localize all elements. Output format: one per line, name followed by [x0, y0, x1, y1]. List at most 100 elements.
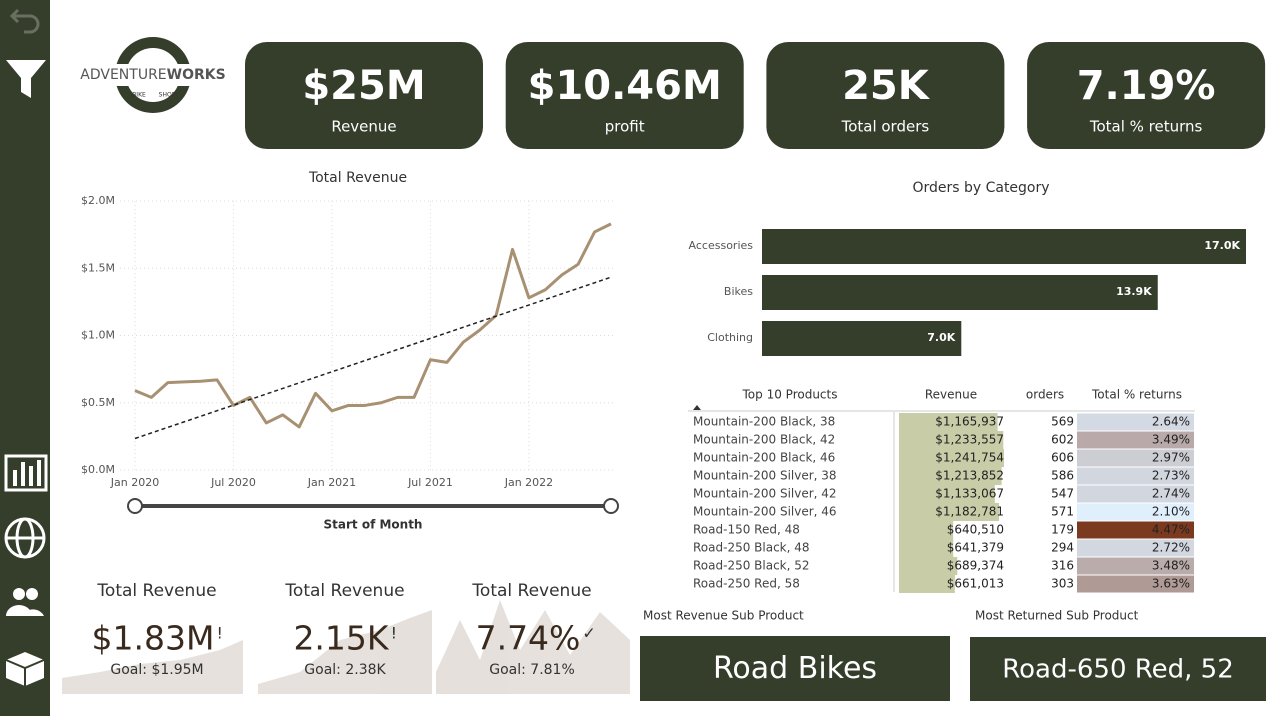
sub-product-label: Most Returned Sub Product	[975, 609, 1139, 623]
goal-title: Total Revenue	[471, 581, 591, 601]
chart-title: Total Revenue	[308, 170, 407, 186]
cell-orders: 569	[1051, 415, 1074, 429]
sub-product-value: Road Bikes	[713, 651, 877, 686]
cell-orders: 571	[1051, 505, 1074, 519]
kpi-label: Total % returns	[1089, 118, 1203, 136]
cell-returns: 3.48%	[1152, 559, 1190, 573]
cell-revenue: $641,379	[947, 541, 1004, 555]
logo: ADVENTUREWORKS BIKE SHOP	[80, 37, 226, 113]
goal-title: Total Revenue	[96, 581, 216, 601]
spark-decoration	[62, 600, 630, 694]
cell-product: Mountain-200 Silver, 38	[693, 469, 837, 483]
goal-value: 7.74%	[476, 619, 581, 658]
table-header: Top 10 Products	[742, 388, 838, 402]
revenue-bar	[899, 467, 1002, 485]
goal-status: ✓	[582, 624, 595, 643]
cell-returns: 3.49%	[1152, 433, 1190, 447]
sub-product-card	[640, 636, 950, 701]
kpi-value: 25K	[842, 63, 931, 109]
cell-product: Mountain-200 Silver, 42	[693, 487, 837, 501]
cell-orders: 303	[1051, 577, 1074, 591]
cell-revenue: $1,165,937	[935, 415, 1004, 429]
sub-product-value: Road-650 Red, 52	[1002, 655, 1234, 685]
x-tick-label: Jan 2022	[504, 476, 553, 489]
goal-target: Goal: 2.38K	[304, 662, 386, 678]
cell-product: Mountain-200 Black, 42	[693, 433, 835, 447]
cell-orders: 586	[1051, 469, 1074, 483]
returns-cell	[1077, 467, 1194, 485]
cell-returns: 3.63%	[1152, 577, 1190, 591]
people-icon[interactable]	[6, 588, 44, 616]
revenue-bar	[899, 503, 1000, 521]
x-axis-label: Start of Month	[324, 518, 423, 532]
goal-target: Goal: 7.81%	[489, 662, 575, 678]
kpi-card	[505, 42, 744, 149]
goal-status: !	[391, 624, 397, 643]
slider-handle[interactable]	[603, 498, 619, 514]
sub-product-card	[970, 637, 1266, 701]
report-icon[interactable]	[4, 454, 48, 492]
goal-status: !	[216, 624, 222, 643]
kpi-card	[245, 42, 483, 149]
y-tick-label: $0.0M	[81, 463, 115, 476]
cell-returns: 2.73%	[1152, 469, 1190, 483]
cell-product: Mountain-200 Black, 46	[693, 451, 835, 465]
returns-cell	[1077, 539, 1194, 557]
sidebar	[0, 0, 50, 716]
revenue-bar	[899, 449, 1004, 467]
sort-arrow	[693, 405, 701, 410]
cell-returns: 2.10%	[1152, 505, 1190, 519]
cell-orders: 547	[1051, 487, 1074, 501]
bar-value-label: 7.0K	[927, 331, 955, 344]
kpi-value: 7.19%	[1077, 63, 1216, 109]
logo-text: BIKE	[132, 92, 146, 99]
kpi-label: profit	[605, 118, 645, 136]
revenue-bar	[899, 539, 954, 557]
cell-returns: 2.97%	[1152, 451, 1190, 465]
kpi-card	[766, 42, 1005, 149]
returns-cell	[1077, 521, 1194, 539]
returns-cell	[1077, 485, 1194, 503]
kpi-value: $25M	[302, 63, 425, 109]
revenue-bar	[899, 485, 995, 503]
bar	[762, 275, 1158, 310]
filter-icon[interactable]	[6, 60, 46, 98]
bar	[762, 229, 1246, 264]
revenue-bar	[899, 413, 998, 431]
category-label: Bikes	[724, 285, 753, 298]
cell-product: Road-150 Red, 48	[693, 523, 800, 537]
table-header: Revenue	[925, 388, 977, 402]
cell-product: Mountain-200 Black, 38	[693, 415, 835, 429]
bar-value-label: 13.9K	[1116, 285, 1152, 298]
returns-cell	[1077, 575, 1194, 593]
globe-icon[interactable]	[4, 517, 46, 559]
y-tick-label: $0.5M	[81, 396, 115, 409]
revenue-bar	[899, 431, 1004, 449]
returns-cell	[1077, 449, 1194, 467]
kpi-card	[1027, 42, 1266, 149]
cell-orders: 602	[1051, 433, 1074, 447]
bar-value-label: 17.0K	[1204, 239, 1240, 252]
returns-cell	[1077, 503, 1194, 521]
returns-cell	[1077, 413, 1194, 431]
goal-target: Goal: $1.95M	[110, 662, 203, 678]
cell-revenue: $661,013	[947, 577, 1004, 591]
goal-value: $1.83M	[92, 619, 215, 658]
cell-revenue: $1,213,852	[935, 469, 1004, 483]
revenue-bar	[899, 521, 954, 539]
goal-value: 2.15K	[293, 619, 389, 658]
slider-handle[interactable]	[127, 498, 143, 514]
kpi-label: Revenue	[331, 118, 396, 136]
category-label: Clothing	[707, 331, 753, 344]
undo-icon[interactable]	[9, 8, 40, 34]
cell-returns: 2.72%	[1152, 541, 1190, 555]
returns-cell	[1077, 431, 1194, 449]
revenue-bar	[899, 575, 955, 593]
box-icon[interactable]	[5, 652, 45, 686]
cell-orders: 294	[1051, 541, 1074, 555]
table-header: orders	[1026, 388, 1064, 402]
cell-revenue: $1,233,557	[935, 433, 1004, 447]
y-tick-label: $1.5M	[81, 261, 115, 274]
